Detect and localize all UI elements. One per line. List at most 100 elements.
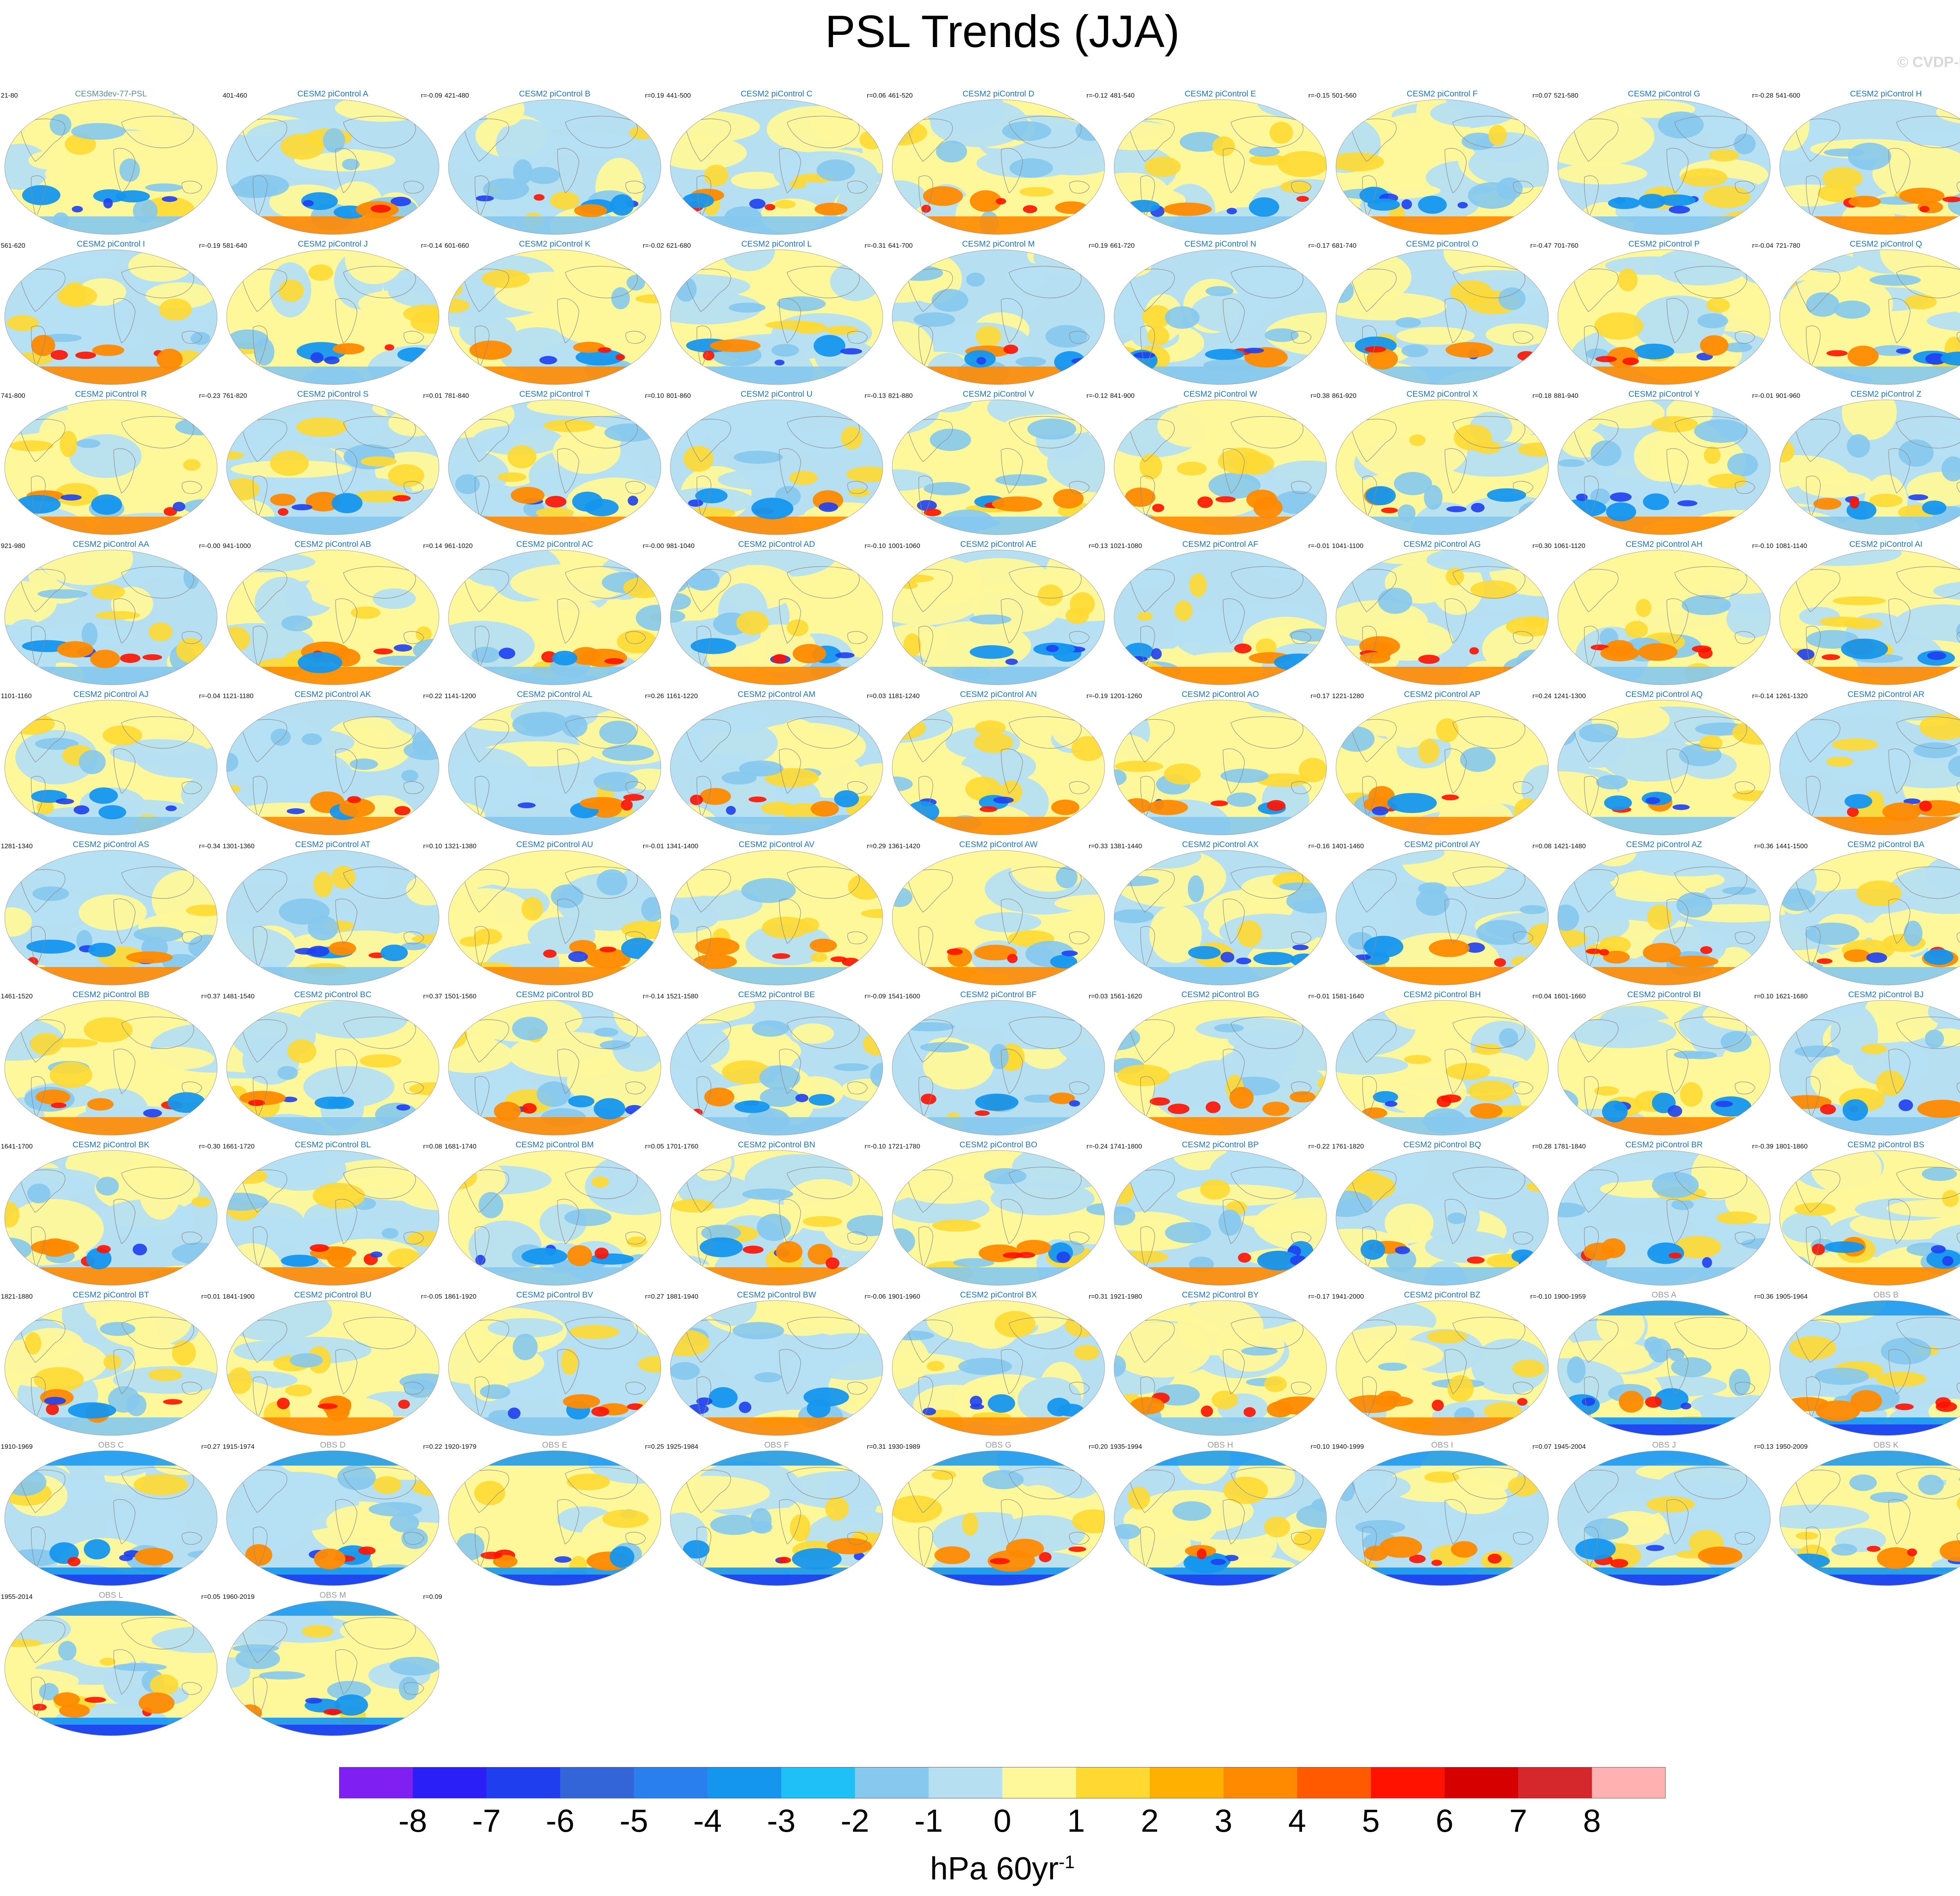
panel-years: 421-480 bbox=[445, 92, 469, 99]
panel-title: CESM2 piControl BV bbox=[516, 1290, 593, 1299]
colorbar-tick-label: 2 bbox=[1141, 1803, 1159, 1839]
panel-correlation: r=0.27 bbox=[201, 1443, 220, 1450]
panel-title: CESM2 piControl AT bbox=[295, 840, 371, 849]
panel-correlation: r=-0.14 bbox=[642, 992, 664, 1000]
panel-years: 1741-1800 bbox=[1110, 1143, 1142, 1150]
panel-years: 861-920 bbox=[1332, 392, 1357, 399]
panel-correlation: r=0.19 bbox=[645, 92, 664, 99]
map-panel: 1935-1994 OBS H r=0.10 bbox=[1109, 1441, 1331, 1591]
map-panel: 1021-1080 CESM2 piControl AF r=-0.01 bbox=[1109, 540, 1331, 690]
trend-map bbox=[1779, 850, 1960, 985]
panel-title: CESM2 piControl AI bbox=[1849, 540, 1923, 549]
panel-years: 561-620 bbox=[1, 242, 25, 249]
panel-correlation: r=-0.06 bbox=[864, 1293, 886, 1300]
panel-title: CESM2 piControl BH bbox=[1403, 990, 1481, 999]
panel-title: CESM2 piControl BQ bbox=[1403, 1140, 1481, 1149]
panel-correlation: r=0.09 bbox=[423, 1593, 442, 1600]
colorbar-swatch bbox=[1002, 1767, 1076, 1798]
trend-map bbox=[670, 399, 883, 535]
panel-title: OBS A bbox=[1651, 1290, 1677, 1299]
panel-title: OBS L bbox=[99, 1591, 123, 1600]
colorbar-swatch bbox=[1518, 1767, 1592, 1798]
map-panel: 601-660 CESM2 piControl K r=-0.02 bbox=[444, 239, 666, 390]
panel-correlation: r=0.10 bbox=[1754, 992, 1773, 1000]
trend-map bbox=[1114, 399, 1327, 535]
trend-map bbox=[4, 850, 218, 985]
map-panel: 781-840 CESM2 piControl T r=0.10 bbox=[444, 390, 666, 540]
panel-years: 1681-1740 bbox=[445, 1143, 477, 1150]
panel-title: CESM2 piControl V bbox=[962, 390, 1034, 399]
colorbar-tick-label: -2 bbox=[840, 1803, 869, 1839]
panel-correlation: r=0.13 bbox=[1754, 1443, 1773, 1450]
panel-title: CESM2 piControl O bbox=[1406, 239, 1479, 249]
panel-years: 1001-1060 bbox=[888, 542, 920, 550]
trend-map bbox=[448, 1000, 661, 1136]
panel-title: CESM2 piControl Y bbox=[1628, 390, 1700, 399]
map-panel: 21-80 CESM3dev-77-PSL bbox=[0, 89, 222, 239]
map-panel: 1401-1460 CESM2 piControl AY r=0.08 bbox=[1331, 840, 1553, 990]
map-panel: 561-620 CESM2 piControl I r=-0.19 bbox=[0, 239, 222, 390]
map-panel: 401-460 CESM2 piControl A r=-0.09 bbox=[222, 89, 444, 239]
panel-correlation: r=0.29 bbox=[867, 842, 886, 850]
trend-map bbox=[1336, 249, 1549, 385]
panel-correlation: r=0.03 bbox=[1089, 992, 1108, 1000]
panel-title: CESM2 piControl F bbox=[1406, 89, 1478, 98]
colorbar-swatch bbox=[1371, 1767, 1445, 1798]
panel-title: CESM2 piControl BT bbox=[73, 1290, 149, 1299]
panel-title: CESM2 piControl AH bbox=[1625, 540, 1703, 549]
panel-title: CESM2 piControl BZ bbox=[1404, 1290, 1481, 1299]
panel-years: 821-880 bbox=[888, 392, 913, 399]
panel-years: 981-1040 bbox=[666, 542, 695, 550]
panel-title: CESM2 piControl AD bbox=[738, 540, 815, 549]
map-panel: 1701-1760 CESM2 piControl BN r=-0.10 bbox=[666, 1140, 887, 1290]
copyright-label: © CVDP-LE bbox=[1897, 54, 1960, 71]
trend-map bbox=[1114, 1150, 1327, 1286]
trend-map bbox=[1114, 1300, 1327, 1436]
colorbar bbox=[339, 1767, 1666, 1798]
trend-map bbox=[448, 399, 661, 535]
trend-map bbox=[670, 1000, 883, 1136]
trend-map bbox=[1779, 249, 1960, 385]
trend-map bbox=[1336, 1000, 1549, 1136]
panel-title: CESM2 piControl BN bbox=[738, 1140, 815, 1149]
map-panel: 1641-1700 CESM2 piControl BK r=-0.30 bbox=[0, 1140, 222, 1290]
panel-title: CESM2 piControl AA bbox=[73, 540, 149, 549]
panel-correlation: r=0.17 bbox=[1310, 692, 1330, 700]
panel-title: CESM2 piControl BP bbox=[1181, 1140, 1259, 1149]
map-panel: 981-1040 CESM2 piControl AD r=-0.10 bbox=[666, 540, 887, 690]
trend-map bbox=[670, 249, 883, 385]
panel-title: CESM2 piControl BG bbox=[1181, 990, 1259, 999]
map-panel: 501-560 CESM2 piControl F r=0.07 bbox=[1331, 89, 1553, 239]
trend-map bbox=[1557, 399, 1771, 535]
panel-correlation: r=0.14 bbox=[423, 542, 442, 550]
panel-years: 1801-1860 bbox=[1776, 1143, 1808, 1150]
map-panel: 761-820 CESM2 piControl S r=0.01 bbox=[222, 390, 444, 540]
map-panel: 621-680 CESM2 piControl L r=-0.31 bbox=[666, 239, 887, 390]
trend-map bbox=[1557, 550, 1771, 685]
panel-title: CESM3dev-77-PSL bbox=[75, 89, 147, 98]
panel-years: 1841-1900 bbox=[223, 1293, 255, 1300]
colorbar-swatch bbox=[855, 1767, 929, 1798]
panel-correlation: r=0.07 bbox=[1532, 92, 1552, 99]
panel-correlation: r=0.07 bbox=[1532, 1443, 1552, 1450]
map-panel: 1601-1660 CESM2 piControl BI r=0.10 bbox=[1553, 990, 1775, 1140]
panel-years: 1761-1820 bbox=[1332, 1143, 1364, 1150]
panel-years: 621-680 bbox=[666, 242, 691, 249]
panel-title: OBS J bbox=[1652, 1441, 1676, 1450]
panel-years: 781-840 bbox=[445, 392, 469, 399]
panel-years: 1161-1220 bbox=[666, 692, 698, 700]
trend-map bbox=[670, 1150, 883, 1286]
map-panel: 461-520 CESM2 piControl D r=-0.12 bbox=[887, 89, 1109, 239]
panel-correlation: r=-0.19 bbox=[1086, 692, 1108, 700]
panel-title: CESM2 piControl BS bbox=[1847, 1140, 1925, 1149]
trend-map bbox=[1336, 1300, 1549, 1436]
panel-years: 1461-1520 bbox=[1, 992, 33, 1000]
panel-years: 1201-1260 bbox=[1110, 692, 1142, 700]
panel-title: CESM2 piControl AG bbox=[1403, 540, 1481, 549]
trend-map bbox=[1557, 249, 1771, 385]
colorbar-swatch bbox=[1223, 1767, 1298, 1798]
trend-map bbox=[892, 850, 1105, 985]
trend-map bbox=[226, 700, 439, 835]
